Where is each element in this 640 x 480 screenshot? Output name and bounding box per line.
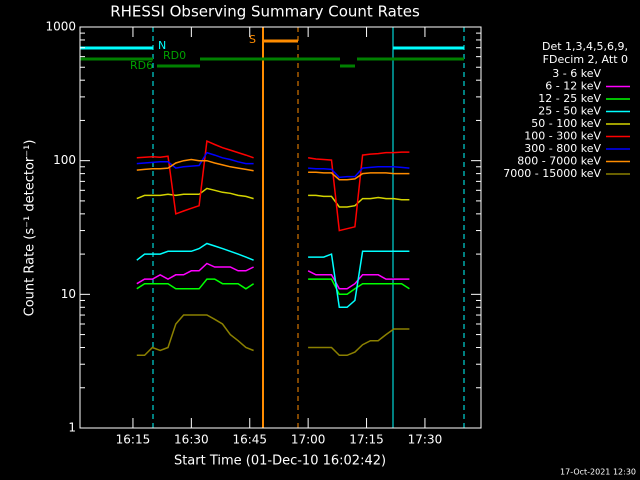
x-tick-label: 17:15 (349, 433, 384, 447)
y-tick-label: 1000 (45, 20, 76, 34)
legend-label: 6 - 12 keV (545, 80, 601, 93)
series-line (136, 314, 410, 357)
footer: 17-Oct-2021 12:30 (560, 468, 636, 477)
legend-header: Det 1,3,4,5,6,9, (542, 40, 628, 53)
series-line (136, 278, 410, 296)
legend-label: 50 - 100 keV (531, 117, 601, 130)
series-line (136, 151, 410, 179)
x-tick-label: 17:30 (408, 433, 443, 447)
y-axis-label: Count Rate (s⁻¹ detector⁻¹) (23, 140, 38, 317)
legend-label: 12 - 25 keV (538, 92, 601, 105)
series-line (136, 140, 410, 232)
annotation: RD0 (163, 49, 186, 62)
x-tick-label: 17:00 (291, 433, 326, 447)
annotation: RD6 (130, 59, 153, 72)
chart-title: RHESSI Observing Summary Count Rates (110, 3, 420, 21)
series-line (136, 158, 410, 181)
legend-label: 7000 - 15000 keV (503, 167, 601, 180)
series-line (136, 187, 410, 208)
legend-header: FDecim 2, Att 0 (543, 53, 628, 66)
y-tick-label: 1 (68, 421, 76, 435)
x-axis-label: Start Time (01-Dec-10 16:02:42) (174, 454, 386, 469)
y-tick-label: 100 (53, 153, 76, 167)
plot-frame (79, 26, 482, 429)
legend-label: 800 - 7000 keV (517, 155, 601, 168)
y-tick-label: 10 (61, 287, 76, 301)
x-tick-label: 16:45 (232, 433, 267, 447)
legend-label: 25 - 50 keV (538, 105, 601, 118)
annotation: N (158, 39, 166, 52)
plot-annotations: N RD0 RD6 S (79, 27, 465, 428)
legend-label: 300 - 800 keV (524, 142, 601, 155)
x-tick-label: 16:15 (116, 433, 151, 447)
annotation: S (249, 33, 256, 46)
legend-label: 100 - 300 keV (524, 130, 601, 143)
legend-label: 3 - 6 keV (552, 67, 601, 80)
x-tick-label: 16:30 (174, 433, 209, 447)
series-line (136, 242, 410, 309)
